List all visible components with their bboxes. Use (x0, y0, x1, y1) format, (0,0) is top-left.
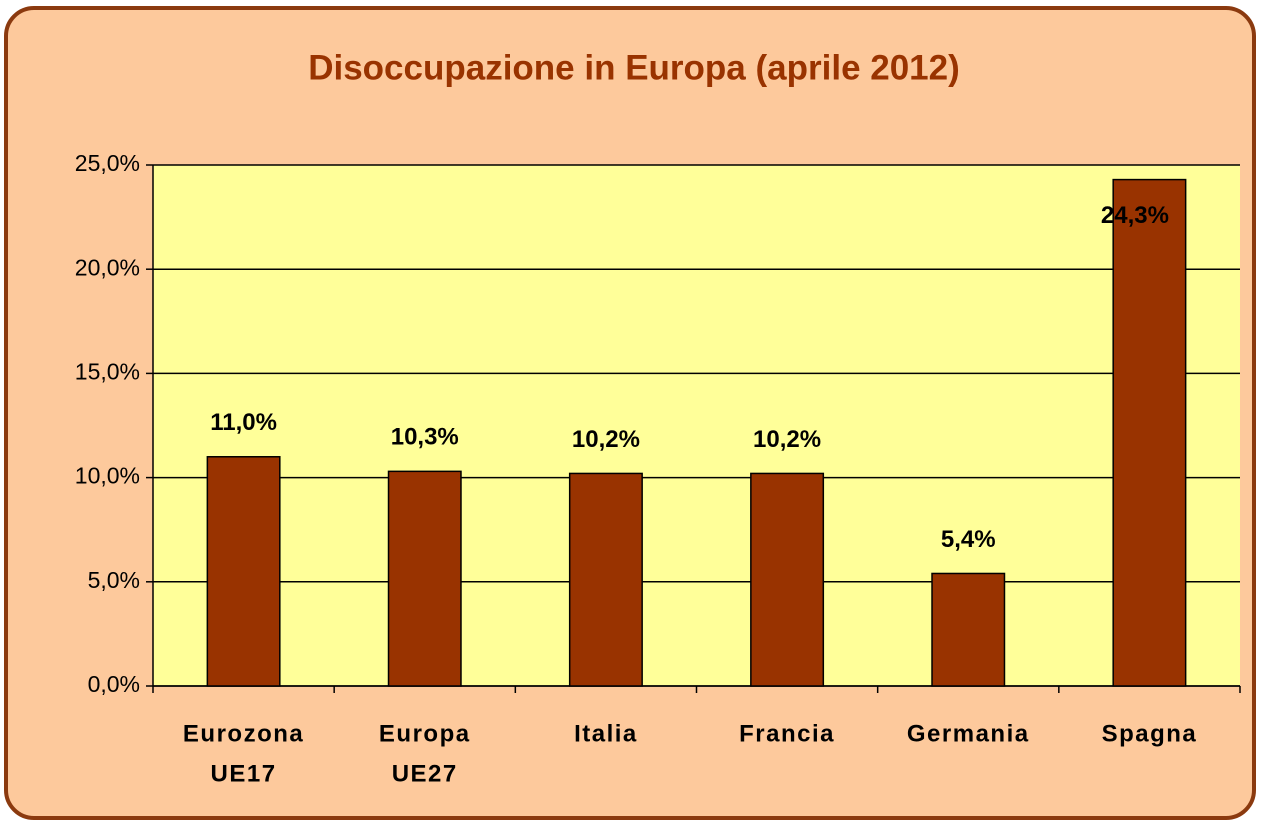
data-label: 5,4% (941, 526, 996, 553)
data-label: 24,3% (1101, 202, 1169, 229)
chart-title: Disoccupazione in Europa (aprile 2012) (308, 48, 960, 87)
data-label: 11,0% (210, 409, 277, 436)
plot-area (153, 165, 1240, 686)
x-tick-label: Francia (739, 720, 835, 747)
data-label: 10,2% (753, 426, 821, 453)
x-tick-label: Eurozona (183, 720, 304, 747)
data-label: 10,2% (572, 426, 640, 453)
bar (568, 472, 643, 687)
y-tick-label: 10,0% (75, 463, 140, 489)
bar (931, 572, 1006, 687)
y-tick-label: 20,0% (75, 254, 140, 280)
y-tick-label: 5,0% (88, 567, 140, 593)
x-tick-label: Spagna (1102, 720, 1198, 747)
x-tick-label: UE27 (392, 760, 458, 787)
y-tick-label: 0,0% (88, 671, 140, 697)
x-tick-label: UE17 (211, 760, 277, 787)
y-tick-label: 15,0% (75, 358, 140, 384)
bar (387, 470, 462, 687)
bar (750, 472, 825, 687)
bar (206, 456, 281, 687)
x-tick-label: Italia (574, 720, 638, 747)
y-tick-label: 25,0% (75, 150, 140, 176)
x-tick-label: Germania (907, 720, 1030, 747)
bar (1112, 178, 1187, 687)
data-label: 10,3% (391, 424, 459, 451)
x-tick-label: Europa (379, 720, 471, 747)
